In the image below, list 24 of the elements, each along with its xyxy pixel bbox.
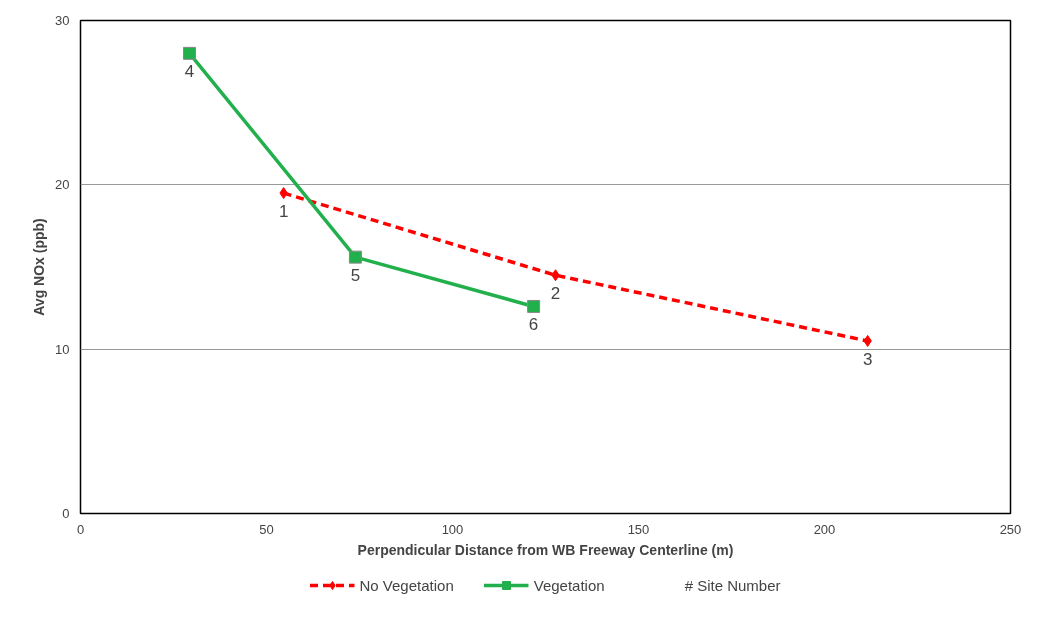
x-axis-title: Perpendicular Distance from WB Freeway Centerline (m) — [357, 541, 734, 558]
y-tick-label: 0 — [62, 506, 70, 521]
point — [183, 46, 196, 60]
x-tick-label: 0 — [76, 521, 85, 537]
annotation: 4 — [184, 62, 195, 82]
x-tick-label: 150 — [627, 521, 650, 537]
legend-label: Vegetation — [533, 576, 605, 594]
x-tick-label: 250 — [999, 521, 1022, 537]
y-tick-label: 30 — [55, 13, 70, 28]
annotation: 5 — [350, 266, 361, 286]
legend-label: No Vegetation — [359, 576, 454, 594]
y-tick-label: 20 — [55, 177, 70, 193]
annotation: 3 — [862, 349, 873, 369]
x-tick-label: 200 — [813, 521, 836, 537]
text: # Site Number — [684, 576, 781, 594]
annotation: 2 — [550, 284, 561, 304]
y-tick-label: 10 — [55, 341, 70, 357]
point — [527, 299, 541, 313]
annotation: 6 — [528, 315, 539, 335]
x-tick-label: 50 — [259, 521, 274, 537]
annotation: 1 — [278, 202, 289, 222]
y-axis-title: Avg NOx (ppb) — [31, 218, 48, 316]
point — [348, 250, 362, 264]
x-tick-label: 100 — [441, 521, 464, 537]
